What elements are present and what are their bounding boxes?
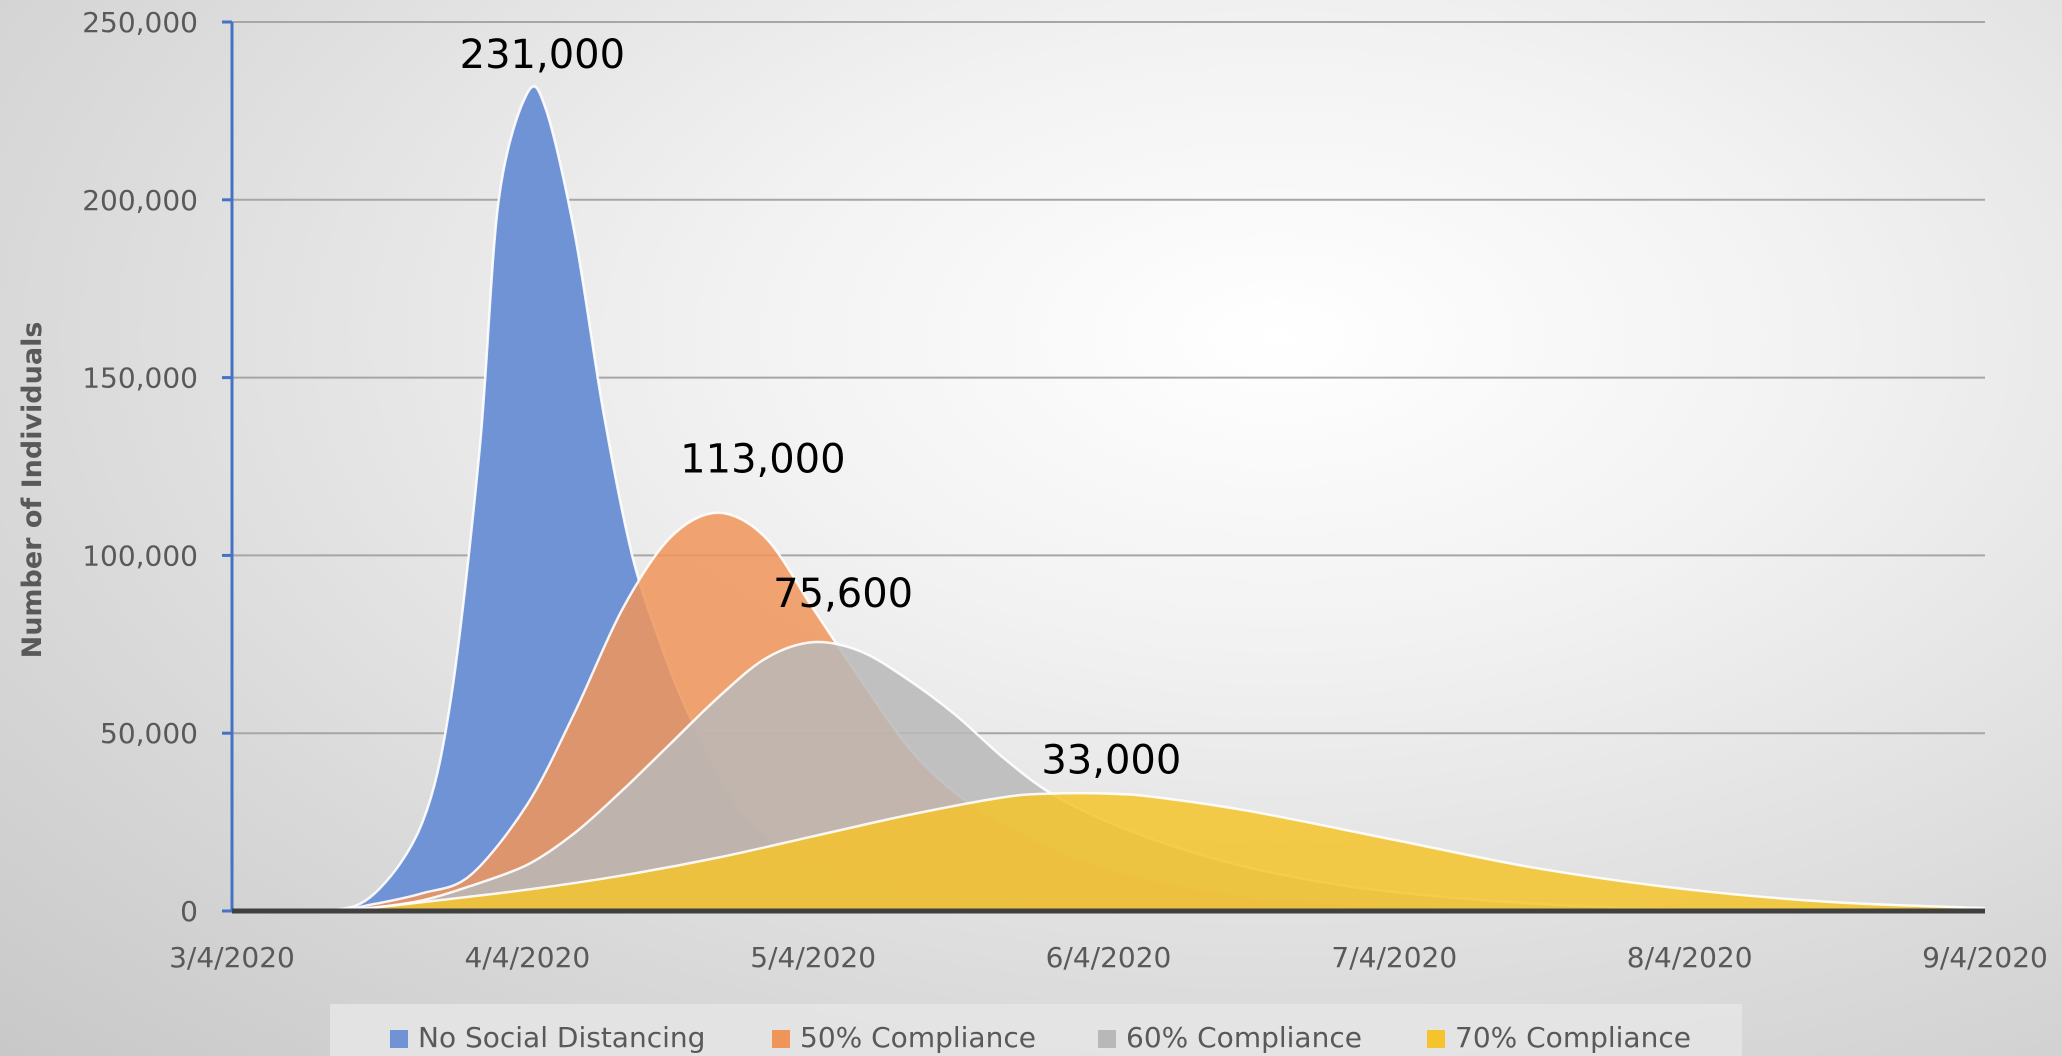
y-tick-label: 100,000	[82, 539, 198, 572]
legend-label: 70% Compliance	[1455, 1021, 1691, 1054]
legend-label: No Social Distancing	[418, 1021, 705, 1054]
x-tick-label: 8/4/2020	[1627, 941, 1753, 974]
y-axis-title: Number of Individuals	[17, 322, 48, 659]
legend-background	[330, 1004, 1742, 1056]
legend-swatch	[772, 1030, 790, 1048]
legend: No Social Distancing 50% Compliance 60% Co…	[330, 1004, 1742, 1056]
y-tick-label: 0	[180, 895, 198, 928]
peak-label: 33,000	[1041, 738, 1181, 784]
y-tick-label: 150,000	[82, 362, 198, 395]
series-areas	[231, 85, 1986, 913]
area-70-compliance	[232, 793, 1985, 911]
area-no-social-distancing	[232, 86, 1395, 911]
peak-label: 113,000	[680, 437, 845, 483]
legend-label: 60% Compliance	[1126, 1021, 1362, 1054]
y-tick-labels: 0 50,000 100,000 150,000 200,000 250,000	[82, 6, 232, 928]
legend-swatch	[390, 1030, 408, 1048]
area-50-compliance	[232, 512, 1690, 911]
line-70-compliance	[231, 791, 1986, 913]
x-tick-label: 4/4/2020	[464, 941, 590, 974]
peak-label: 75,600	[773, 571, 913, 617]
peak-label: 231,000	[460, 32, 625, 78]
y-tick-label: 200,000	[82, 184, 198, 217]
x-tick-label: 9/4/2020	[1922, 941, 2048, 974]
axes	[230, 22, 1985, 914]
legend-label: 50% Compliance	[800, 1021, 1036, 1054]
x-tick-label: 7/4/2020	[1331, 941, 1457, 974]
y-tick-label: 250,000	[82, 6, 198, 39]
x-tick-label: 3/4/2020	[169, 941, 295, 974]
x-tick-labels: 3/4/2020 4/4/2020 5/4/2020 6/4/2020 7/4/2020…	[169, 941, 2048, 974]
legend-swatch	[1427, 1030, 1445, 1048]
x-tick-label: 5/4/2020	[750, 941, 876, 974]
x-tick-label: 6/4/2020	[1046, 941, 1172, 974]
y-tick-label: 50,000	[100, 717, 198, 750]
peak-labels: 231,000 113,000 75,600 33,000	[460, 32, 1182, 784]
area-60-compliance	[232, 641, 1738, 911]
legend-swatch	[1098, 1030, 1116, 1048]
